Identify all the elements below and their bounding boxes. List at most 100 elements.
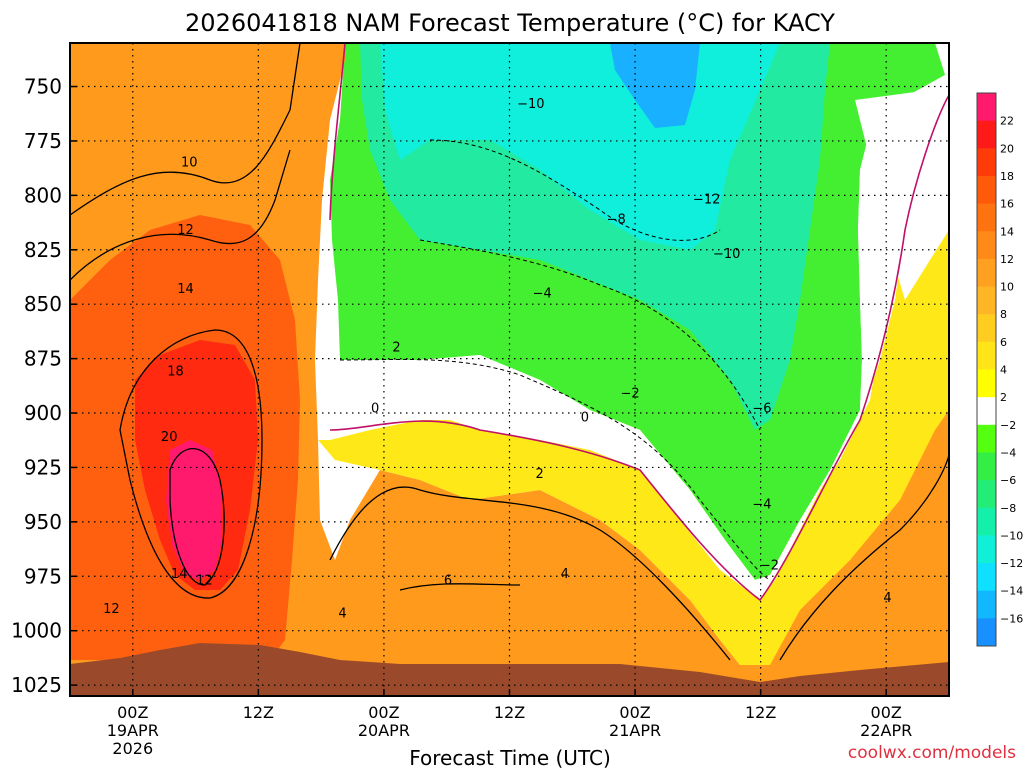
- colorbar-label: 22: [1000, 115, 1014, 128]
- contour-label: 14: [177, 282, 194, 297]
- colorbar-bin: [977, 618, 996, 647]
- colorbar-bin: [977, 231, 996, 260]
- colorbar-label: 4: [1000, 364, 1007, 377]
- contour-label: 4: [561, 567, 569, 582]
- colorbar-label: −6: [1000, 474, 1016, 487]
- colorbar-label: 6: [1000, 336, 1007, 349]
- contour-line: [339, 358, 771, 581]
- colorbar-label: 8: [1000, 308, 1007, 321]
- contour-label: 14: [171, 567, 188, 582]
- contour-label: −8: [607, 212, 626, 227]
- colorbar-bin: [977, 314, 996, 343]
- colorbar: 22 20 18 16 14 12 10 8 6 4 2 −2 −4 −6 −8 −10 −12 −14 −16: [976, 92, 1023, 647]
- colorbar-label: 2: [1000, 391, 1007, 404]
- colorbar-bin: [977, 563, 996, 592]
- contour-line: [429, 139, 721, 241]
- colorbar-label: 18: [1000, 170, 1014, 183]
- colorbar-label: 12: [1000, 253, 1014, 266]
- y-tick-label: 825: [24, 238, 62, 262]
- colorbar-label: −16: [1000, 612, 1023, 625]
- contour-line: [329, 94, 949, 602]
- colorbar-bin: [977, 203, 996, 232]
- contour-label: −2: [760, 558, 779, 573]
- x-tick-label: 19APR: [107, 721, 159, 740]
- colorbar-bin: [977, 93, 996, 122]
- contour-label: 12: [103, 602, 120, 617]
- contour-label: 0: [371, 402, 379, 417]
- colorbar-bin: [977, 369, 996, 398]
- colorbar-frame: [976, 92, 997, 647]
- x-tick-label: 00Z: [117, 703, 148, 722]
- contour-label: 12: [196, 574, 213, 589]
- colorbar-bin: [977, 535, 996, 564]
- contour-label: −12: [693, 193, 720, 208]
- colorbar-label: −14: [1000, 585, 1023, 598]
- colorbar-bin: [977, 286, 996, 315]
- contour-label: 2: [392, 341, 400, 356]
- contour-label: −6: [752, 402, 771, 417]
- x-tick-label: 12Z: [243, 703, 274, 722]
- colorbar-bin: [977, 341, 996, 370]
- colorbar-label: −10: [1000, 529, 1023, 542]
- colorbar-bin: [977, 590, 996, 619]
- contour-label: −10: [713, 247, 740, 262]
- colorbar-bin: [977, 258, 996, 288]
- x-tick-label: 12Z: [494, 703, 525, 722]
- x-tick-label: 00Z: [368, 703, 399, 722]
- contour-line: [70, 43, 301, 216]
- y-tick-label: 800: [24, 183, 62, 207]
- coldest-pocket: [610, 43, 700, 128]
- near-freezing-top: [855, 75, 949, 300]
- colorbar-bin: [977, 480, 996, 509]
- y-tick-label: 1000: [11, 619, 62, 643]
- y-tick-label: 925: [24, 455, 62, 479]
- contour-label: 20: [161, 430, 178, 445]
- contour-label: 4: [883, 591, 891, 606]
- contour-line: [70, 149, 291, 281]
- x-tick-label: 00Z: [871, 703, 902, 722]
- contour-line: [399, 583, 521, 591]
- colorbar-label: 16: [1000, 198, 1014, 211]
- contour-label: 2: [535, 467, 543, 482]
- contour-line: [169, 447, 225, 586]
- contour-label: −10: [517, 97, 544, 112]
- y-tick-label: 850: [24, 292, 62, 316]
- contour-label: 0: [581, 410, 589, 425]
- colorbar-label: 10: [1000, 281, 1014, 294]
- x-tick-label: 21APR: [609, 721, 661, 740]
- contour-label: 10: [181, 156, 198, 171]
- x-tick-label: 2026: [112, 739, 153, 758]
- freezing-contour: [329, 43, 949, 602]
- x-axis-title: Forecast Time (UTC): [409, 746, 611, 768]
- colorbar-bin: [977, 507, 996, 536]
- x-tick-label: 00Z: [619, 703, 650, 722]
- y-tick-label: 750: [24, 75, 62, 99]
- contour-line: [779, 454, 949, 661]
- colorbar-bin: [977, 452, 996, 481]
- contour-line: [329, 43, 346, 221]
- contour-label: −4: [752, 497, 771, 512]
- contour-lines: [70, 43, 949, 661]
- warm-core-region: [166, 440, 222, 580]
- contour-label: −4: [533, 286, 552, 301]
- colorbar-label: −8: [1000, 502, 1016, 515]
- credit-text: coolwx.com/models: [848, 743, 1016, 763]
- y-tick-label: 975: [24, 564, 62, 588]
- colorbar-label: 20: [1000, 142, 1014, 155]
- colorbar-bin: [977, 397, 996, 426]
- contour-line: [119, 329, 263, 599]
- terrain: [70, 643, 949, 696]
- colorbar-label: 14: [1000, 225, 1014, 238]
- colorbar-label: −2: [1000, 419, 1016, 432]
- chart-title: 2026041818 NAM Forecast Temperature (°C)…: [185, 9, 835, 37]
- x-tick-label: 22APR: [860, 721, 912, 740]
- colorbar-bin: [977, 120, 996, 149]
- contour-label: 18: [167, 365, 184, 380]
- y-tick-label: 875: [24, 347, 62, 371]
- x-tick-label: 12Z: [745, 703, 776, 722]
- contour-label: 12: [177, 223, 194, 238]
